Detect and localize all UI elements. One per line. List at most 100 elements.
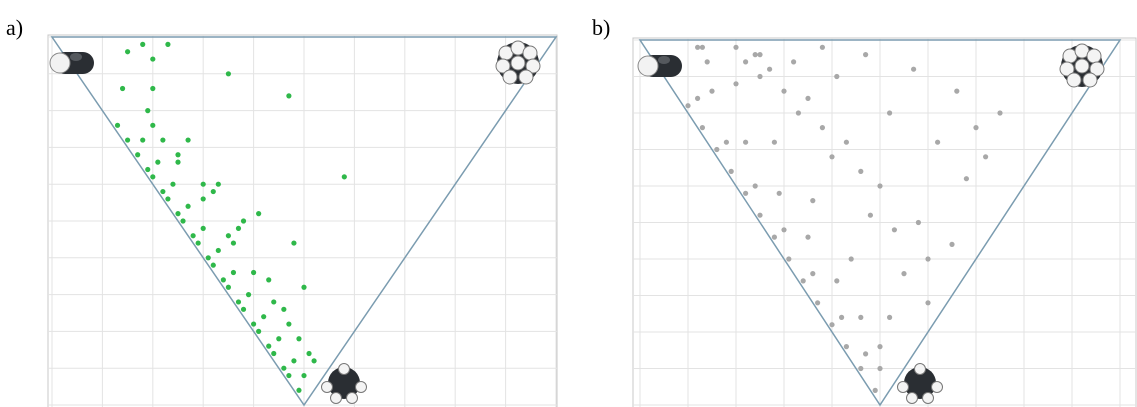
molecule-atom — [503, 70, 517, 84]
point — [801, 278, 806, 283]
point — [206, 255, 211, 260]
point — [286, 93, 291, 98]
point — [796, 110, 801, 115]
molecule-atom — [356, 382, 367, 393]
point — [196, 240, 201, 245]
point — [863, 52, 868, 57]
point — [301, 285, 306, 290]
point — [781, 227, 786, 232]
point — [115, 123, 120, 128]
point — [858, 366, 863, 371]
point — [281, 366, 286, 371]
point — [757, 213, 762, 218]
point — [810, 271, 815, 276]
molecule-atom — [1067, 73, 1081, 87]
molecule-atom — [523, 46, 537, 60]
point — [997, 110, 1002, 115]
figure: a) b) — [0, 0, 1137, 407]
molecule-atom — [322, 382, 333, 393]
point — [286, 373, 291, 378]
molecule-atom — [50, 53, 70, 73]
point — [342, 174, 347, 179]
molecule-atom — [331, 393, 342, 404]
point — [887, 315, 892, 320]
point — [700, 45, 705, 50]
point — [733, 81, 738, 86]
point — [185, 204, 190, 209]
point — [155, 160, 160, 165]
point — [175, 160, 180, 165]
point — [877, 344, 882, 349]
point — [743, 140, 748, 145]
panel-label: a) — [6, 15, 23, 40]
molecule-atom — [1087, 49, 1101, 63]
point — [296, 336, 301, 341]
point — [954, 89, 959, 94]
molecule-atom — [638, 56, 658, 76]
molecule-atom — [923, 393, 934, 404]
point — [820, 45, 825, 50]
point — [226, 233, 231, 238]
point — [964, 176, 969, 181]
point — [925, 256, 930, 261]
point — [120, 86, 125, 91]
point — [150, 123, 155, 128]
point — [695, 45, 700, 50]
point — [844, 140, 849, 145]
point — [834, 74, 839, 79]
point — [185, 137, 190, 142]
point — [125, 137, 130, 142]
point — [201, 182, 206, 187]
point — [180, 218, 185, 223]
point — [226, 71, 231, 76]
molecule-atom — [898, 382, 909, 393]
panel-label: b) — [592, 15, 610, 40]
molecule-atom — [70, 53, 82, 61]
point — [216, 248, 221, 253]
point — [165, 196, 170, 201]
point — [301, 373, 306, 378]
molecule-atom — [511, 56, 525, 70]
point — [150, 56, 155, 61]
point — [251, 321, 256, 326]
point — [145, 108, 150, 113]
point — [892, 227, 897, 232]
molecule-atom — [1083, 73, 1097, 87]
molecule-atom — [339, 364, 350, 375]
point — [271, 299, 276, 304]
point — [291, 240, 296, 245]
point — [714, 147, 719, 152]
point — [236, 299, 241, 304]
point — [266, 277, 271, 282]
point — [241, 218, 246, 223]
point — [873, 388, 878, 393]
point — [241, 307, 246, 312]
point — [949, 242, 954, 247]
point — [887, 110, 892, 115]
point — [839, 315, 844, 320]
point — [135, 152, 140, 157]
molecule-atom — [907, 393, 918, 404]
point — [160, 189, 165, 194]
point — [791, 59, 796, 64]
point — [729, 169, 734, 174]
point — [983, 154, 988, 159]
point — [306, 351, 311, 356]
point — [757, 52, 762, 57]
point — [829, 154, 834, 159]
point — [236, 226, 241, 231]
point — [849, 256, 854, 261]
point — [767, 67, 772, 72]
point — [911, 67, 916, 72]
point — [256, 211, 261, 216]
point — [125, 49, 130, 54]
point — [276, 336, 281, 341]
molecule-atom — [658, 56, 670, 64]
point — [221, 277, 226, 282]
point — [820, 125, 825, 130]
point — [271, 351, 276, 356]
point — [140, 42, 145, 47]
point — [145, 167, 150, 172]
point — [805, 96, 810, 101]
page: {"chart_data": [ {"type": "scatter", "ti… — [0, 0, 1137, 407]
